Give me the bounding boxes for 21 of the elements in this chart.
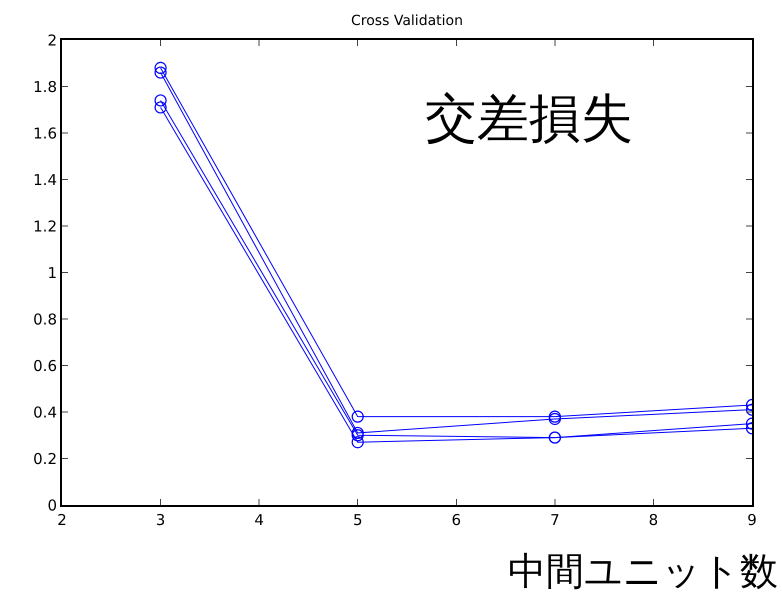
x-tick-label: 7 [550,511,560,529]
y-tick-label: 0.2 [33,450,57,468]
x-tick-label: 8 [648,511,658,529]
x-tick-label: 3 [156,511,166,529]
y-tick-label: 1.8 [33,78,57,96]
y-tick-label: 1 [47,264,57,282]
y-tick-label: 1.6 [33,124,57,142]
x-axis-title: 中間ユニット数 [508,549,778,593]
y-tick-label: 0 [47,496,57,514]
y-tick-label: 2 [47,31,57,50]
x-tick-label: 5 [352,511,362,529]
y-tick-label: 0.6 [33,356,57,375]
y-tick-label: 1.4 [33,170,57,189]
y-tick-label: 0.8 [33,310,57,328]
y-tick-label: 1.2 [33,217,57,236]
annotation: 交差損失 [425,89,633,149]
x-tick-label: 4 [254,511,264,529]
y-tick-label: 0.4 [33,403,57,422]
x-tick-label: 6 [452,511,462,529]
x-tick-label: 9 [747,511,757,529]
chart-title: Cross Validation [351,12,463,29]
